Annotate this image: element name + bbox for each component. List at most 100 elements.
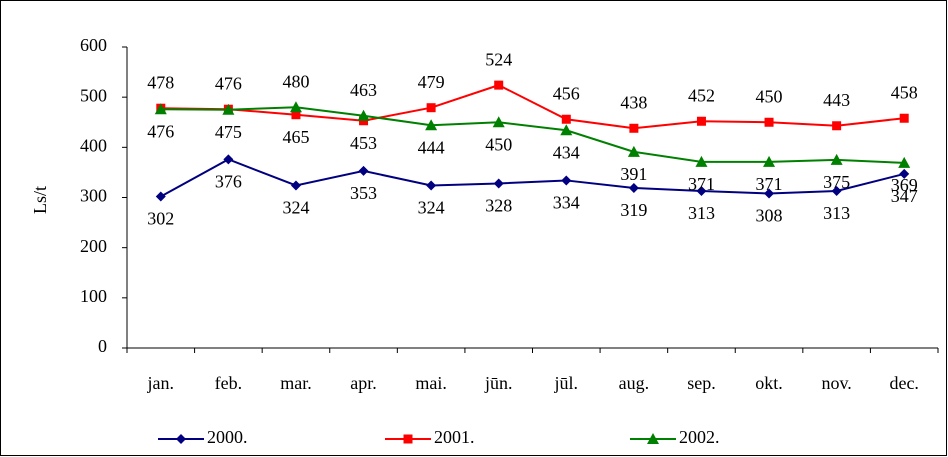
marker — [696, 116, 706, 126]
marker — [176, 434, 186, 444]
data-label: 328 — [485, 196, 512, 216]
marker — [357, 109, 370, 121]
y-axis-label: Ls/t — [30, 186, 50, 214]
data-label: 479 — [418, 72, 445, 92]
marker — [155, 191, 166, 202]
data-label: 450 — [756, 86, 783, 106]
data-label: 369 — [891, 175, 918, 195]
marker — [223, 154, 234, 165]
y-tick-label: 100 — [80, 286, 107, 306]
data-label: 391 — [620, 164, 647, 184]
marker — [898, 156, 911, 168]
x-tick-label: jūn. — [484, 373, 513, 393]
data-label: 371 — [756, 174, 783, 194]
y-tick-label: 600 — [80, 35, 107, 55]
marker — [494, 80, 504, 90]
x-tick-label: mai. — [415, 373, 447, 393]
legend-label: 2002. — [679, 427, 720, 447]
marker — [222, 103, 235, 115]
marker — [154, 103, 167, 115]
y-tick-label: 200 — [80, 236, 107, 256]
data-label: 452 — [688, 85, 715, 105]
marker — [290, 180, 301, 191]
marker — [493, 178, 504, 189]
series-line — [160, 106, 905, 164]
data-label: 313 — [688, 203, 715, 223]
data-label: 458 — [891, 82, 918, 102]
data-label: 319 — [620, 200, 647, 220]
marker — [403, 434, 413, 444]
x-tick-label: aug. — [619, 373, 650, 393]
marker — [647, 433, 659, 444]
data-label: 334 — [553, 193, 580, 213]
data-label: 302 — [147, 209, 174, 229]
legend-label: 2001. — [434, 427, 475, 447]
data-label: 456 — [553, 83, 580, 103]
legend-label: 2000. — [207, 427, 248, 447]
marker — [289, 101, 302, 113]
data-label: 476 — [215, 73, 242, 93]
data-label: 443 — [823, 90, 850, 110]
data-label: 376 — [215, 171, 242, 191]
x-tick-label: jan. — [147, 373, 175, 393]
data-label: 453 — [350, 133, 377, 153]
data-label: 353 — [350, 183, 377, 203]
marker — [560, 124, 573, 136]
x-tick-label: mar. — [280, 373, 312, 393]
data-label: 313 — [823, 203, 850, 223]
data-label: 465 — [282, 127, 309, 147]
y-tick-label: 0 — [98, 336, 107, 356]
y-tick-label: 400 — [80, 135, 107, 155]
data-label: 524 — [485, 49, 512, 69]
marker — [628, 182, 639, 193]
marker — [764, 117, 774, 127]
marker — [831, 185, 842, 196]
x-tick-label: apr. — [350, 373, 377, 393]
data-label: 463 — [350, 80, 377, 100]
x-tick-label: feb. — [215, 373, 242, 393]
marker — [426, 103, 436, 113]
data-label: 450 — [485, 134, 512, 154]
data-label: 438 — [620, 92, 647, 112]
data-label: 347 — [891, 186, 918, 206]
data-label: 371 — [688, 174, 715, 194]
marker — [425, 119, 438, 131]
x-tick-label: jūl. — [554, 373, 579, 393]
data-label: 324 — [282, 198, 309, 218]
marker — [764, 188, 775, 199]
x-tick-label: okt. — [755, 373, 783, 393]
data-label: 324 — [418, 198, 445, 218]
x-tick-label: nov. — [821, 373, 851, 393]
marker — [629, 123, 639, 133]
series-line — [160, 84, 905, 130]
data-label: 434 — [553, 142, 580, 162]
series-line — [160, 158, 905, 198]
marker — [561, 175, 572, 186]
data-label: 375 — [823, 172, 850, 192]
y-tick-label: 500 — [80, 85, 107, 105]
marker — [291, 110, 301, 120]
marker — [899, 113, 909, 123]
marker — [358, 165, 369, 176]
data-label: 475 — [215, 122, 242, 142]
marker — [426, 180, 437, 191]
data-label: 444 — [418, 137, 445, 157]
data-label: 480 — [282, 71, 309, 91]
x-tick-label: dec. — [889, 373, 918, 393]
marker — [830, 153, 843, 165]
marker — [492, 116, 505, 128]
marker — [695, 155, 708, 167]
data-label: 478 — [147, 72, 174, 92]
y-tick-label: 300 — [80, 186, 107, 206]
marker — [561, 114, 571, 124]
data-label: 476 — [147, 121, 174, 141]
marker — [899, 168, 910, 179]
marker — [832, 121, 842, 131]
marker — [359, 116, 369, 126]
marker — [763, 155, 776, 167]
marker — [696, 185, 707, 196]
marker — [627, 145, 640, 157]
data-label: 308 — [756, 206, 783, 226]
